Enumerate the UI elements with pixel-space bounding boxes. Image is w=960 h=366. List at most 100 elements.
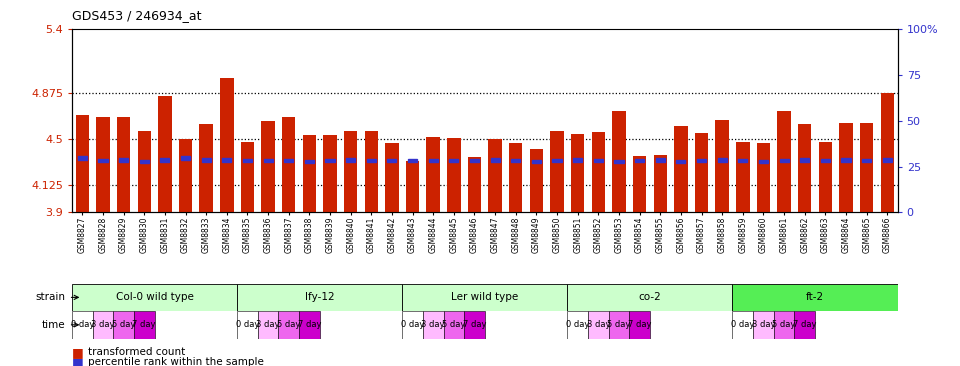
Text: 7 day: 7 day [793, 320, 816, 329]
Text: ft-2: ft-2 [806, 292, 824, 302]
Bar [72, 311, 92, 339]
Bar [181, 156, 190, 160]
Text: time: time [42, 320, 79, 330]
Text: 0 day: 0 day [732, 320, 755, 329]
Bar [140, 160, 149, 163]
Bar [591, 132, 605, 212]
Text: 0 day: 0 day [236, 320, 259, 329]
Text: 3 day: 3 day [421, 320, 444, 329]
Bar [636, 159, 644, 162]
Bar [278, 311, 299, 339]
Bar [732, 311, 753, 339]
Bar [819, 142, 832, 212]
Bar [447, 138, 461, 212]
Bar [422, 311, 444, 339]
Bar [532, 160, 540, 163]
Bar [202, 158, 210, 161]
Bar [862, 159, 871, 162]
Bar [426, 137, 440, 212]
Bar [736, 142, 750, 212]
Bar [491, 158, 499, 161]
Bar [243, 159, 252, 162]
Bar [677, 160, 685, 163]
Text: 3 day: 3 day [91, 320, 114, 329]
Text: 7 day: 7 day [628, 320, 651, 329]
Bar [119, 158, 128, 161]
Bar [470, 159, 479, 162]
Bar [325, 159, 334, 162]
Bar [821, 159, 829, 162]
Text: ■: ■ [72, 356, 84, 366]
Bar [553, 159, 562, 162]
Bar [614, 160, 623, 163]
Text: 5 day: 5 day [277, 320, 300, 329]
Bar [78, 156, 86, 160]
Bar [774, 311, 795, 339]
Bar [365, 131, 378, 212]
Bar [530, 149, 543, 212]
Bar [656, 158, 664, 161]
Bar [612, 111, 626, 212]
Bar [264, 159, 273, 162]
Bar [509, 143, 522, 212]
Bar [385, 143, 398, 212]
Text: 5 day: 5 day [443, 320, 466, 329]
Bar [780, 159, 788, 162]
Bar [842, 158, 851, 161]
Bar [220, 78, 233, 212]
Bar [402, 311, 422, 339]
Bar [241, 142, 254, 212]
Bar [237, 284, 402, 311]
Bar [261, 121, 275, 212]
Bar [449, 159, 458, 162]
Bar [588, 311, 609, 339]
Bar [406, 161, 420, 212]
Bar [302, 135, 316, 212]
Text: 7 day: 7 day [463, 320, 486, 329]
Bar [72, 284, 237, 311]
Text: lfy-12: lfy-12 [305, 292, 334, 302]
Text: 3 day: 3 day [752, 320, 775, 329]
Text: 0 day: 0 day [566, 320, 589, 329]
Bar [429, 159, 438, 162]
Bar [257, 311, 278, 339]
Text: Ler wild type: Ler wild type [451, 292, 518, 302]
Bar [860, 123, 874, 212]
Bar [444, 311, 465, 339]
Bar [305, 160, 314, 163]
Text: 0 day: 0 day [71, 320, 94, 329]
Bar [299, 311, 320, 339]
Bar [609, 311, 630, 339]
Bar [113, 311, 134, 339]
Text: 5 day: 5 day [608, 320, 631, 329]
Bar [795, 311, 815, 339]
Bar [654, 155, 667, 212]
Text: 3 day: 3 day [587, 320, 610, 329]
Bar [732, 284, 898, 311]
Bar [367, 159, 375, 162]
Bar [798, 124, 811, 212]
Bar [282, 117, 296, 212]
Bar [344, 131, 357, 212]
Bar [697, 159, 706, 162]
Bar [489, 139, 502, 212]
Bar [99, 159, 108, 162]
Text: 7 day: 7 day [132, 320, 156, 329]
Bar [223, 158, 231, 161]
Text: percentile rank within the sample: percentile rank within the sample [88, 357, 264, 366]
Bar [880, 93, 894, 212]
Bar [117, 117, 131, 212]
Bar [695, 133, 708, 212]
Bar [594, 159, 603, 162]
Text: 5 day: 5 day [112, 320, 135, 329]
Bar [674, 126, 687, 212]
Bar [284, 159, 293, 162]
Bar [324, 135, 337, 212]
Bar [137, 131, 151, 212]
Bar [468, 157, 481, 212]
Bar [567, 284, 732, 311]
Bar [402, 284, 567, 311]
Text: ■: ■ [72, 346, 84, 359]
Bar [200, 124, 213, 212]
Bar [347, 158, 355, 161]
